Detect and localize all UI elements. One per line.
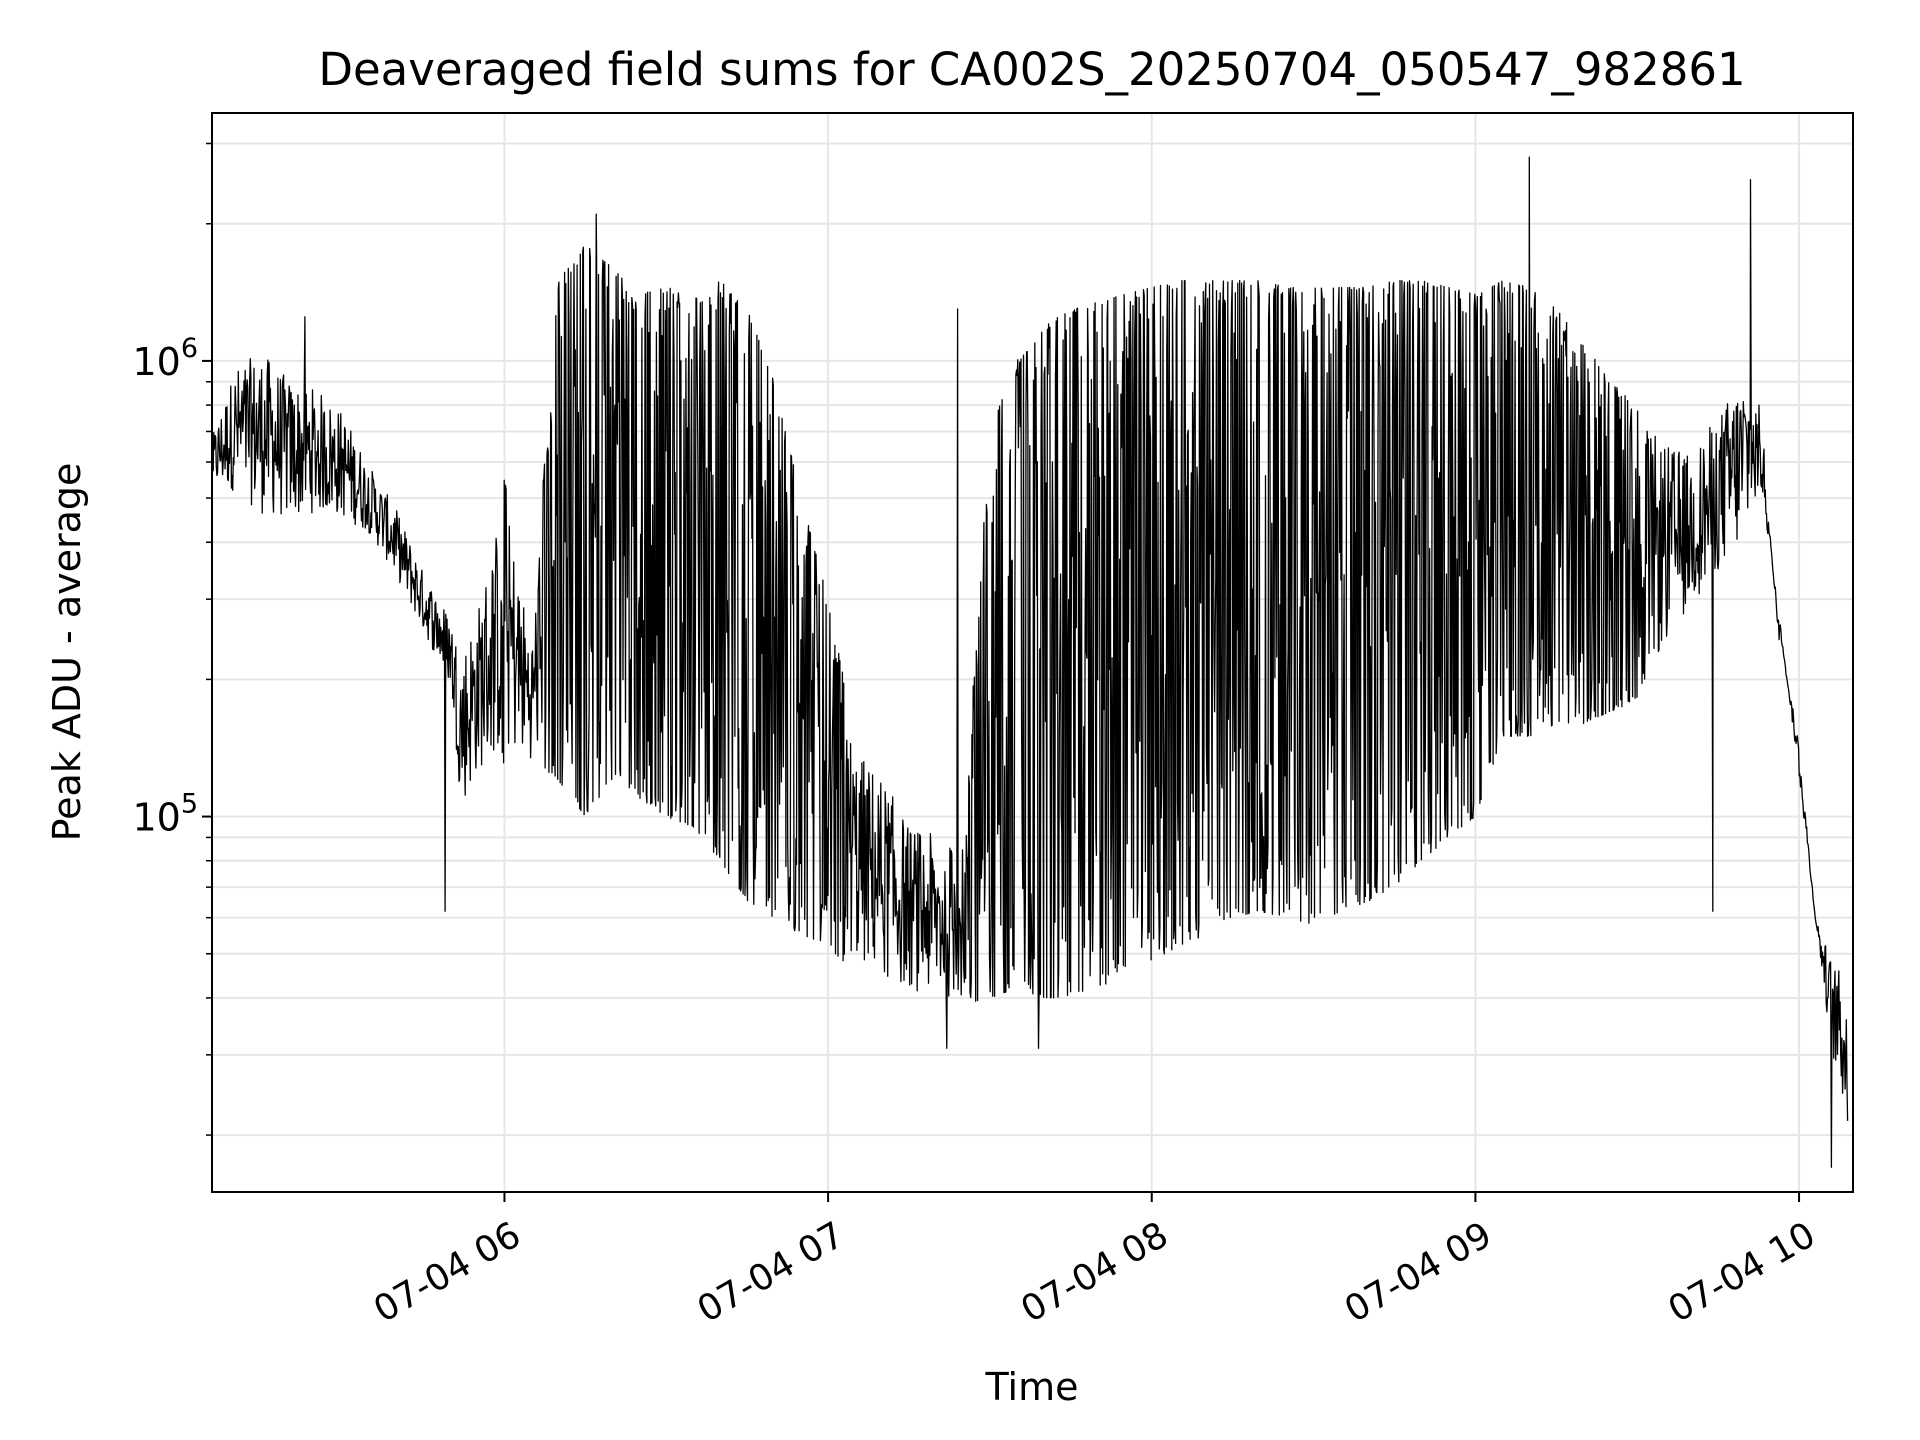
plot-area [212,156,1849,1168]
x-axis-label: Time [985,1365,1079,1409]
series-line [212,156,1849,1168]
plot-frame [211,112,1854,1193]
chart-title: Deaveraged field sums for CA002S_2025070… [318,43,1745,96]
y-tick-label: 105 [132,789,198,840]
y-axis-label: Peak ADU - average [45,463,89,842]
y-tick-label: 106 [132,333,198,384]
